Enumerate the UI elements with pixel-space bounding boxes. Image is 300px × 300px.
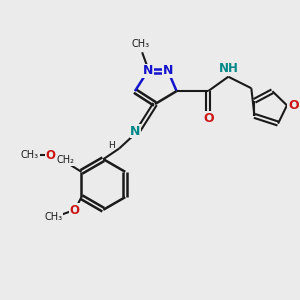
Text: O: O — [288, 99, 298, 112]
Text: CH₃: CH₃ — [44, 212, 63, 222]
Text: CH₂: CH₂ — [57, 155, 75, 165]
Text: N: N — [163, 64, 173, 77]
Text: O: O — [69, 203, 79, 217]
Text: H: H — [108, 141, 115, 150]
Text: O: O — [203, 112, 214, 125]
Text: O: O — [46, 149, 56, 162]
Text: CH₃: CH₃ — [132, 39, 150, 49]
Text: NH: NH — [218, 62, 238, 75]
Text: N: N — [130, 125, 141, 138]
Text: N: N — [143, 64, 153, 77]
Text: CH₃: CH₃ — [21, 150, 39, 160]
